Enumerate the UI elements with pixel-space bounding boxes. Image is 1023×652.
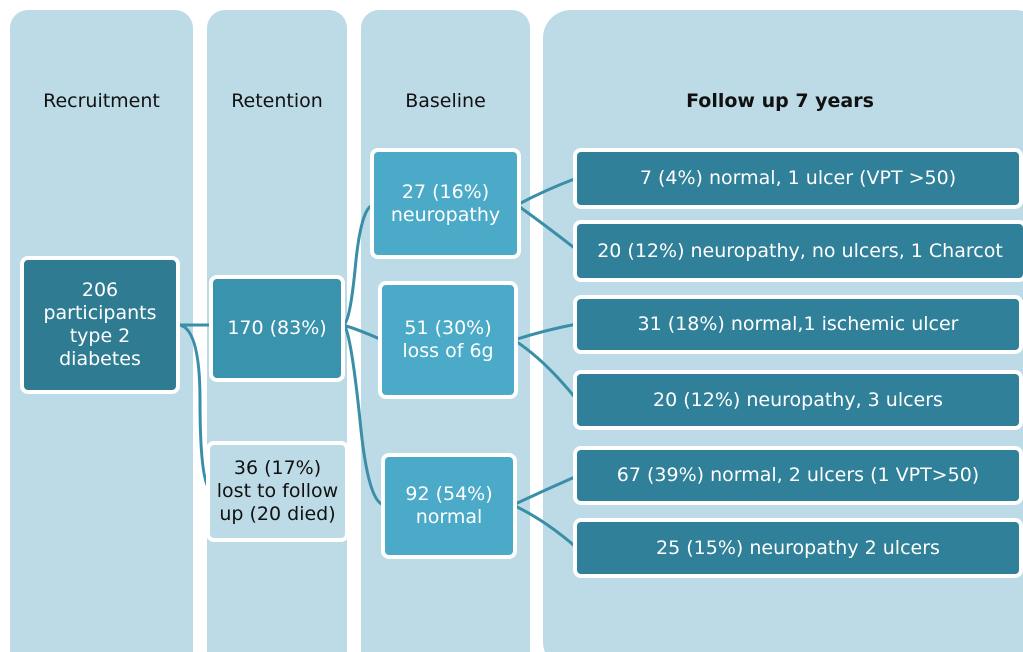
node: 7 (4%) normal, 1 ulcer (VPT >50) [573,148,1023,209]
node: 92 (54%) normal [381,453,517,559]
node: 20 (12%) neuropathy, 3 ulcers [573,370,1023,430]
column-header: Baseline [405,90,486,112]
node: 170 (83%) [209,275,345,382]
node: 51 (30%) loss of 6g [378,281,518,399]
column-header: Recruitment [43,90,160,112]
connector [512,474,578,507]
connector [512,503,578,550]
connector [513,338,579,401]
node: 25 (15%) neuropathy 2 ulcers [573,518,1023,578]
node: 67 (39%) normal, 2 ulcers (1 VPT>50) [573,446,1023,505]
node: 27 (16%) neuropathy [370,148,521,259]
connector [513,322,578,342]
connector [516,203,578,252]
connector [342,203,375,327]
column-header: Follow up 7 years [686,90,874,112]
connector [342,323,386,507]
node: 20 (12%) neuropathy, no ulcers, 1 Charco… [573,220,1023,282]
connector [516,176,578,207]
node: 36 (17%) lost to follow up (20 died) [206,441,349,542]
connector [179,323,212,492]
node: 206 participants type 2 diabetes [20,256,180,394]
column-header: Retention [231,90,323,112]
node: 31 (18%) normal,1 ischemic ulcer [573,295,1023,354]
